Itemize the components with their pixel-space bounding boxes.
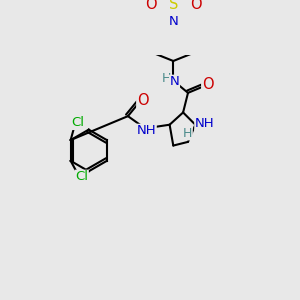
Text: NH: NH: [136, 124, 156, 137]
Text: N: N: [168, 15, 178, 28]
Text: N: N: [169, 75, 179, 88]
Text: H: H: [183, 127, 192, 140]
Text: S: S: [169, 0, 178, 12]
Text: NH: NH: [195, 117, 214, 130]
Text: O: O: [202, 77, 213, 92]
Text: H: H: [162, 72, 171, 85]
Text: O: O: [190, 0, 202, 12]
Text: Cl: Cl: [71, 116, 85, 129]
Text: O: O: [137, 93, 148, 108]
Text: Cl: Cl: [75, 170, 88, 183]
Text: O: O: [145, 0, 157, 12]
